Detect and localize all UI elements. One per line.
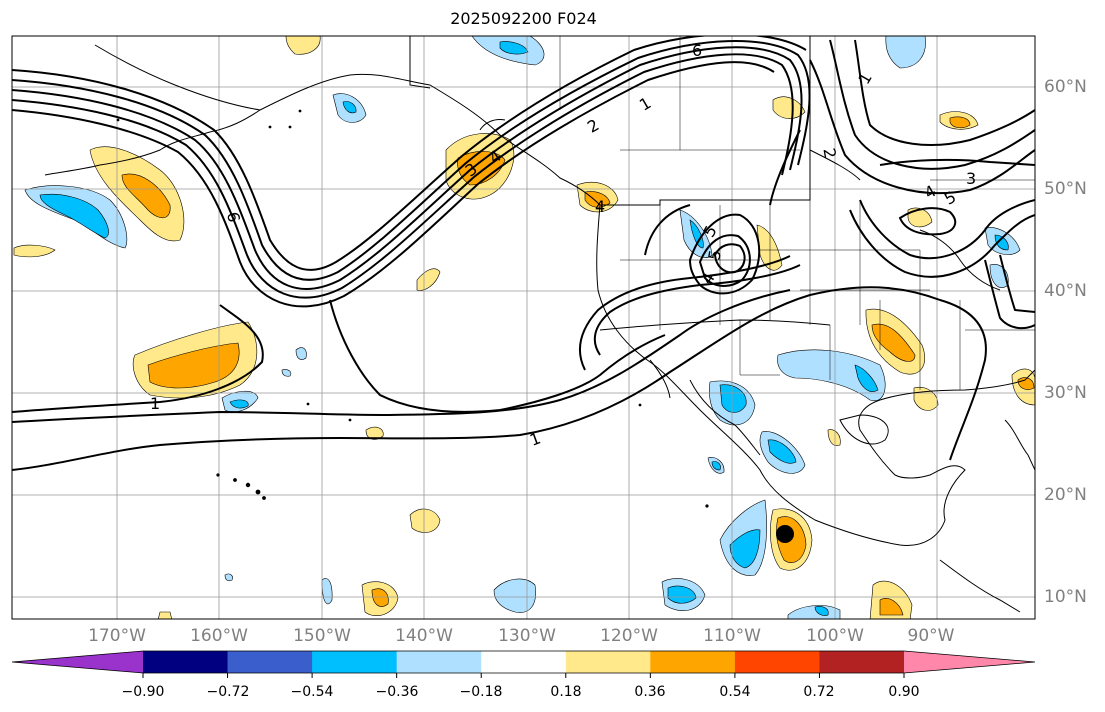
islands: [116, 109, 709, 508]
contour-lines: [12, 36, 1035, 471]
colorbar-tick-label: 0.90: [888, 684, 920, 700]
map-title: 2025092200 F024: [450, 9, 597, 28]
state-borders: [559, 36, 1035, 390]
contour-label: 5: [941, 187, 959, 209]
contour-label: 6: [692, 41, 702, 60]
lat-label: 20°N: [1044, 485, 1087, 505]
lon-label: 170°W: [88, 626, 146, 646]
colorbar-tick-label: −0.54: [290, 684, 334, 700]
map-frame: [11, 35, 1036, 620]
storm-center-marker: [776, 525, 794, 543]
contour-label: 1: [854, 69, 876, 87]
contour-label: 3: [966, 169, 976, 188]
colorbar-tick-label: 0.36: [634, 684, 666, 700]
contour-label: 5: [704, 248, 724, 261]
contour-label: 6: [223, 210, 243, 223]
lat-label: 30°N: [1044, 383, 1087, 403]
lon-label: 110°W: [703, 626, 761, 646]
lon-label: 100°W: [806, 626, 864, 646]
contour-label: 2: [584, 115, 602, 137]
contour-label: 2: [819, 146, 839, 159]
lon-label: 130°W: [498, 626, 556, 646]
lon-label: 160°W: [190, 626, 248, 646]
lon-label: 120°W: [600, 626, 658, 646]
lon-label: 90°W: [907, 626, 955, 646]
lat-label: 50°N: [1044, 179, 1087, 199]
lat-label: 10°N: [1044, 587, 1087, 607]
lat-label: 40°N: [1044, 281, 1087, 301]
contour-label: 1: [150, 394, 160, 413]
colorbar-tick-label: 0.18: [550, 684, 582, 700]
colorbar-tick-label: −0.72: [206, 684, 250, 700]
colorbar-tick-label: −0.36: [375, 684, 419, 700]
colorbar-tick-label: −0.90: [121, 684, 165, 700]
colorbar-tick-label: −0.18: [459, 684, 503, 700]
colorbar-tick-label: 0.54: [719, 684, 751, 700]
coastlines: [44, 36, 1035, 613]
graticule: [12, 36, 1035, 619]
contour-label: 1: [636, 93, 654, 115]
colorbar-tick-label: 0.72: [803, 684, 835, 700]
lon-label: 140°W: [395, 626, 453, 646]
lat-label: 60°N: [1044, 77, 1087, 97]
contour-label: 4: [595, 197, 605, 216]
lon-label: 150°W: [293, 626, 351, 646]
